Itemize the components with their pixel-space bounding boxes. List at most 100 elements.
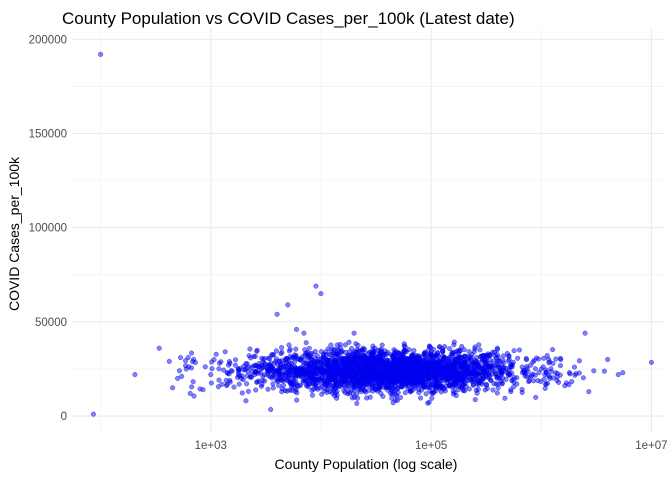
data-point (328, 342, 334, 348)
data-point (260, 356, 266, 363)
data-point (390, 400, 396, 406)
data-point (378, 390, 384, 396)
data-point (423, 368, 429, 374)
data-point (293, 326, 300, 332)
data-point (332, 393, 338, 399)
data-point (341, 387, 347, 394)
data-point (187, 390, 193, 396)
data-point (208, 380, 214, 386)
data-point (190, 379, 196, 385)
data-point (354, 364, 360, 370)
data-point (566, 370, 572, 376)
data-point (502, 395, 508, 401)
data-point (366, 361, 372, 367)
data-point (576, 358, 582, 364)
data-point (350, 391, 356, 397)
data-point (414, 373, 420, 379)
data-point (451, 342, 457, 348)
data-point (445, 360, 451, 366)
data-point (213, 351, 219, 357)
data-point (500, 357, 506, 363)
data-point (216, 360, 223, 366)
data-point (352, 373, 359, 379)
data-point (236, 368, 242, 374)
data-point (508, 364, 514, 370)
data-point (542, 385, 548, 391)
data-point (293, 346, 299, 352)
data-point (510, 376, 516, 383)
data-point (257, 370, 264, 376)
data-point (366, 382, 372, 388)
data-point (312, 348, 318, 355)
data-point (442, 388, 448, 394)
data-point (90, 411, 96, 417)
data-point (367, 350, 373, 356)
data-point (396, 370, 402, 376)
data-point (231, 384, 237, 390)
data-point (395, 360, 401, 366)
data-point (601, 368, 607, 374)
data-point (270, 381, 276, 387)
data-point (317, 385, 323, 391)
data-point (285, 302, 291, 308)
data-point (399, 375, 406, 381)
data-point (528, 373, 535, 379)
data-point (476, 342, 482, 348)
data-point (315, 364, 322, 370)
y-tick-label: 200000 (29, 34, 67, 46)
data-point (402, 390, 408, 396)
data-point (287, 353, 293, 360)
data-point (494, 375, 500, 381)
data-point (313, 283, 319, 289)
data-point (339, 367, 346, 373)
data-point (327, 389, 333, 395)
data-point (370, 358, 377, 364)
data-point (547, 375, 553, 381)
data-point (287, 379, 293, 385)
data-point (333, 360, 339, 366)
data-point (372, 380, 378, 386)
data-point (252, 353, 258, 359)
data-point (437, 363, 443, 369)
data-point (394, 379, 400, 385)
data-point (267, 363, 273, 369)
data-point (349, 345, 355, 352)
data-point (427, 350, 433, 357)
data-point (462, 358, 468, 364)
data-point (302, 377, 308, 383)
data-point (533, 394, 539, 400)
data-point (357, 370, 363, 376)
data-point (295, 368, 301, 374)
data-point (177, 355, 184, 361)
data-point (362, 364, 368, 370)
data-point (363, 389, 369, 395)
data-point (166, 358, 172, 364)
data-point (287, 346, 293, 352)
data-point (260, 377, 266, 383)
data-point (492, 349, 498, 355)
data-point (447, 346, 453, 352)
data-point (333, 382, 339, 388)
data-point (466, 349, 472, 355)
data-point (156, 345, 162, 351)
data-point (276, 382, 282, 389)
data-point (417, 395, 424, 401)
data-point (260, 365, 266, 371)
data-point (170, 385, 176, 391)
data-point (232, 357, 239, 363)
data-point (582, 330, 588, 336)
data-point (461, 364, 467, 370)
data-point (297, 382, 303, 388)
data-point (516, 347, 522, 353)
data-point (390, 353, 396, 359)
data-point (553, 356, 559, 362)
data-point (515, 355, 521, 361)
data-point (191, 356, 197, 363)
data-point (443, 383, 449, 389)
data-point (345, 383, 351, 389)
data-point (500, 353, 506, 359)
data-point (322, 360, 329, 366)
data-point (536, 356, 542, 362)
data-point (254, 379, 260, 385)
chart-title: County Population vs COVID Cases_per_100… (62, 9, 515, 28)
